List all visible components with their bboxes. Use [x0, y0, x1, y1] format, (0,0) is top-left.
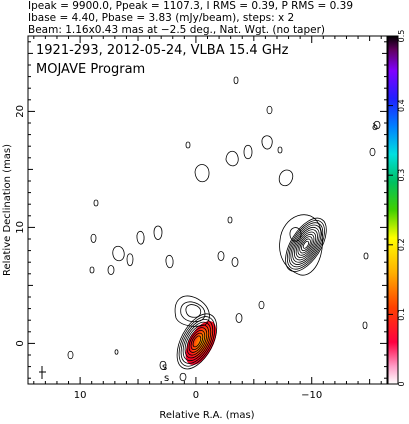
diffuse-contour — [89, 266, 95, 274]
axis-ticks — [28, 36, 387, 384]
core-contour — [176, 313, 218, 370]
diffuse-contour — [179, 372, 187, 382]
diffuse-contour — [180, 301, 206, 323]
colorbar-tick-label: 0.2 — [397, 238, 406, 251]
diffuse-contour — [363, 252, 369, 260]
beam-marker — [39, 366, 46, 379]
lobe-contour — [285, 217, 327, 272]
diffuse-contour — [107, 265, 115, 275]
header-line-2: Ibase = 4.40, Pbase = 3.83 (mJy/beam), s… — [28, 12, 294, 24]
diffuse-contour — [369, 147, 376, 157]
header-line-3: Beam: 1.16x0.43 mas at −2.5 deg., Nat. W… — [28, 24, 325, 36]
x-tick-label: 10 — [74, 390, 87, 401]
diffuse-contour — [159, 360, 167, 370]
diffuse-contour — [261, 135, 273, 150]
contour-mark: ꝺ — [372, 122, 378, 133]
lobe-contour — [290, 224, 322, 265]
diffuse-contour — [362, 321, 368, 330]
diffuse-contour — [67, 350, 74, 360]
colorbar-tick-label: 0.3 — [397, 169, 406, 182]
lobe-contour — [288, 222, 324, 268]
diffuse-contour — [217, 251, 225, 261]
colorbar-tick-label: 0.5 — [397, 30, 406, 43]
diffuse-contour — [165, 254, 174, 269]
lobe-outer-contour — [279, 214, 323, 276]
diffuse-contour — [112, 245, 125, 262]
y-tick-label: 10 — [15, 221, 26, 234]
diffuse-contour — [278, 169, 294, 187]
diffuse-contour — [185, 141, 191, 149]
contour-map: ꜱ ꜱ ꝺ — [67, 76, 381, 384]
diffuse-contour — [114, 349, 119, 355]
axis-tick-labels: 10 0 −10 0 10 20 — [15, 105, 322, 401]
core-contour — [186, 327, 208, 356]
colorbar-tick-label: 0.1 — [397, 308, 406, 321]
diffuse-contour — [233, 76, 239, 85]
contour-mark: ꜱ — [164, 373, 169, 384]
diffuse-contour — [243, 144, 253, 160]
lobe-contour — [302, 240, 310, 249]
diffuse-contour — [266, 105, 273, 115]
x-tick-label: 0 — [193, 390, 199, 401]
x-axis-label: Relative R.A. (mas) — [159, 410, 254, 421]
diffuse-contour — [225, 150, 239, 167]
diffuse-contour — [289, 227, 302, 242]
contour-mark: ꜱ — [162, 362, 167, 373]
header-line-1: Ipeak = 9900.0, Ppeak = 1107.3, I RMS = … — [28, 0, 353, 12]
diffuse-contour — [373, 120, 381, 130]
diffuse-contour — [227, 216, 233, 224]
lobe-contour — [295, 231, 317, 258]
lobe-contour — [286, 220, 325, 270]
diffuse-contour — [136, 230, 145, 245]
diffuse-contour — [277, 146, 283, 154]
x-tick-label: −10 — [301, 390, 322, 401]
diffuse-contour — [235, 313, 243, 323]
lobe-contour — [297, 233, 315, 256]
colorbar-tick-label: 0.4 — [397, 99, 406, 112]
y-tick-label: 0 — [15, 340, 26, 346]
diffuse-contour — [231, 257, 239, 267]
colorbar-ticks: 0 0.1 0.2 0.3 0.4 0.5 — [388, 30, 406, 387]
colorbar — [387, 35, 399, 385]
lobe-contour — [301, 238, 311, 252]
diffuse-contour — [258, 300, 265, 310]
lobe-contour — [299, 236, 313, 254]
lobe-contour — [292, 226, 320, 263]
diffuse-contour — [194, 164, 210, 183]
diffuse-contour — [153, 225, 163, 240]
colorbar-tick-label: 0 — [397, 381, 406, 386]
y-tick-label: 20 — [15, 105, 26, 118]
core-contour — [184, 324, 210, 359]
lobe-contours — [279, 214, 327, 276]
chart-title: 1921-293, 2012-05-24, VLBA 15.4 GHz — [36, 43, 289, 58]
diffuse-contour — [93, 199, 99, 207]
core-contour — [192, 335, 202, 348]
diffuse-contour — [185, 304, 202, 318]
y-axis-label: Relative Declination (mas) — [2, 144, 13, 276]
core-contour — [188, 330, 206, 353]
diffuse-contour — [174, 295, 210, 327]
diffuse-contour — [126, 253, 134, 267]
chart-subtitle: MOJAVE Program — [36, 62, 145, 77]
diffuse-contour — [90, 233, 97, 243]
core-contour — [190, 332, 204, 351]
